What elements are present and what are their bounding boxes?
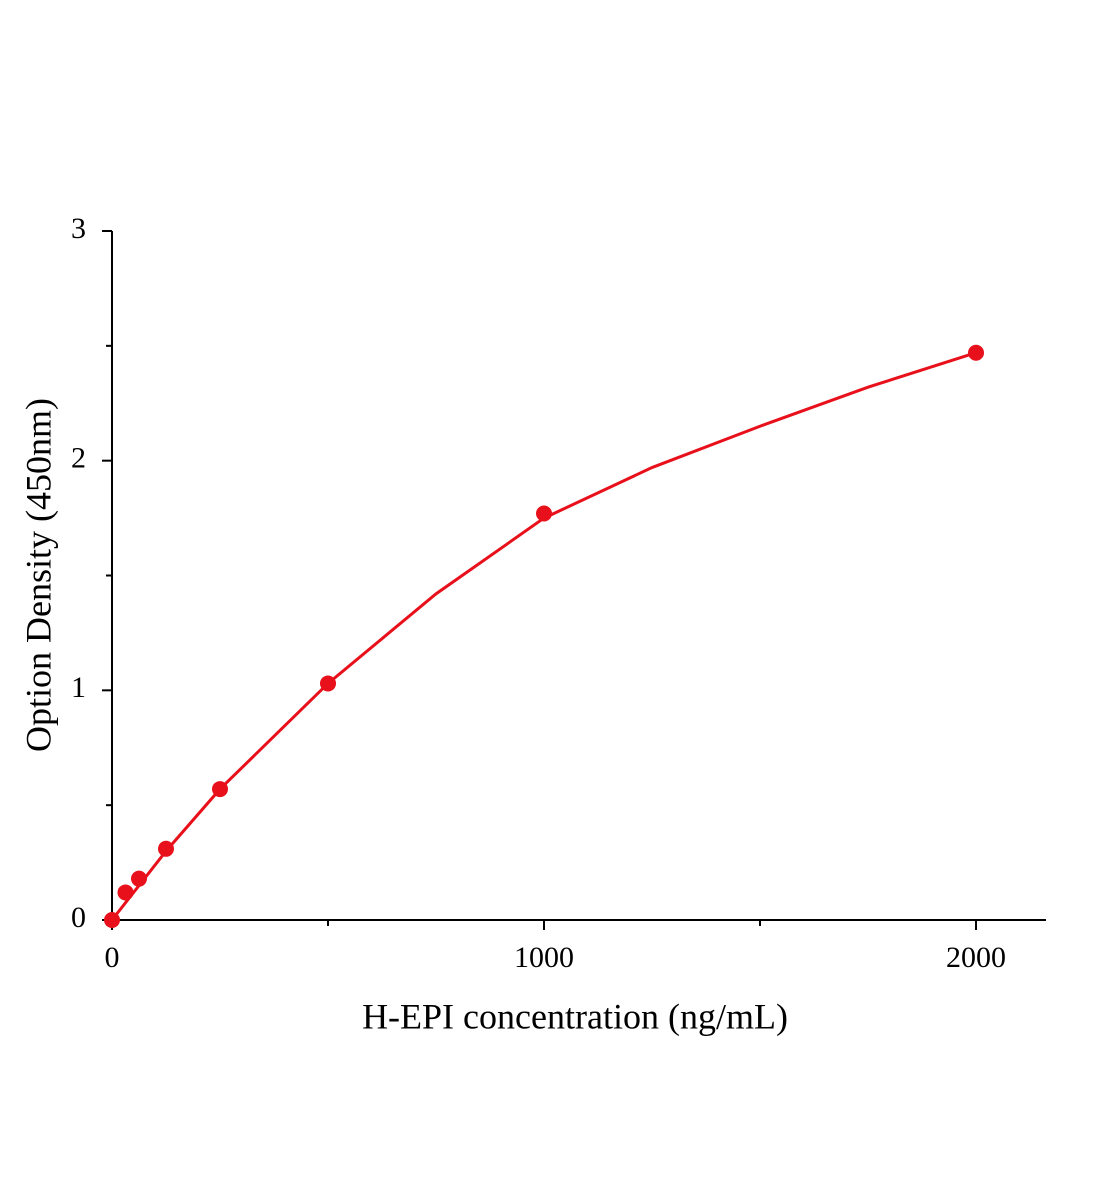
- y-tick-label: 2: [71, 442, 86, 475]
- x-tick-label: 1000: [514, 941, 574, 974]
- data-point: [158, 840, 175, 857]
- y-axis-label: Option Density (450nm): [18, 398, 58, 752]
- data-point: [320, 675, 337, 692]
- data-point: [117, 884, 134, 901]
- data-point: [212, 781, 229, 798]
- data-point: [968, 344, 985, 361]
- data-point: [104, 912, 120, 928]
- y-tick-label: 3: [71, 212, 86, 245]
- fit-curve: [110, 351, 977, 921]
- data-point: [536, 505, 553, 522]
- x-tick-label: 0: [105, 941, 120, 974]
- y-tick-label: 1: [71, 671, 86, 704]
- x-axis-label: H-EPI concentration (ng/mL): [362, 996, 788, 1036]
- data-point: [131, 870, 148, 887]
- y-tick-label: 0: [71, 901, 86, 934]
- x-tick-label: 2000: [946, 941, 1006, 974]
